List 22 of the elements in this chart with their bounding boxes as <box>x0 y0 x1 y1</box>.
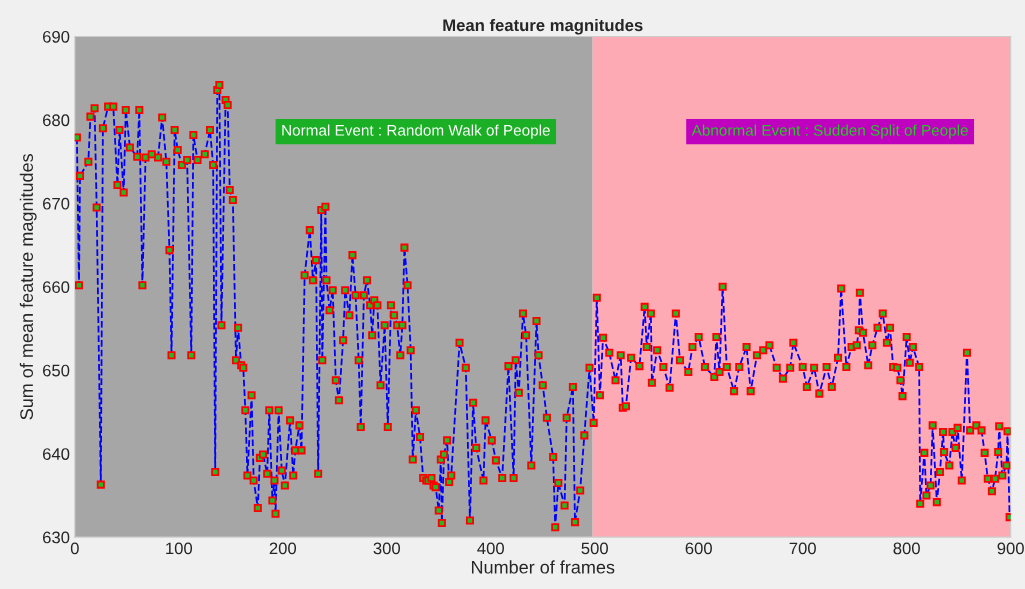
y-tick-label: 640 <box>43 448 70 460</box>
x-tick-label: 400 <box>477 542 504 555</box>
x-tick-label: 900 <box>997 542 1024 555</box>
x-tick-label: 300 <box>373 542 401 555</box>
band-label: Abnormal Event : Sudden Split of People <box>691 124 968 139</box>
x-tick-label: 200 <box>269 542 297 555</box>
x-tick-label: 700 <box>789 542 816 555</box>
x-tick-label: 0 <box>70 542 79 555</box>
y-tick-label: 680 <box>43 114 70 127</box>
y-tick-label: 630 <box>43 531 70 544</box>
y-tick-label: 670 <box>43 197 70 210</box>
y-axis-title: Sum of mean feature magnitudes <box>19 154 37 420</box>
band-label: Normal Event : Random Walk of People <box>282 124 550 139</box>
x-tick-label: 500 <box>581 542 608 555</box>
x-axis-title: Number of frames <box>471 560 615 574</box>
x-tick-label: 600 <box>685 542 712 555</box>
x-tick-label: 100 <box>166 542 193 555</box>
y-tick-label: 660 <box>43 281 70 294</box>
x-tick-label: 800 <box>893 542 920 555</box>
y-tick-label: 650 <box>43 364 70 377</box>
chart-title: Mean feature magnitudes <box>443 18 643 35</box>
y-tick-label: 690 <box>43 30 70 43</box>
